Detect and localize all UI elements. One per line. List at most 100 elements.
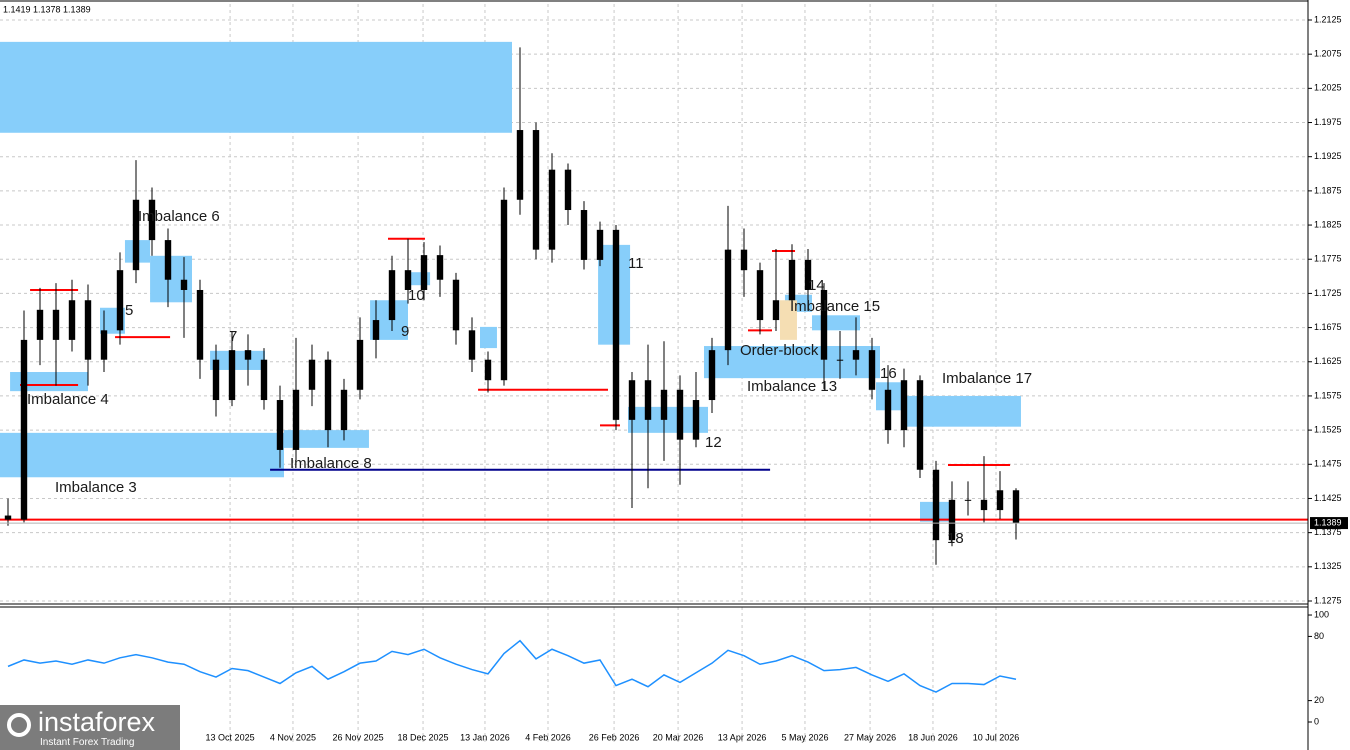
candle-body — [868, 350, 876, 390]
candle-body — [964, 499, 972, 501]
candle-body — [484, 359, 492, 381]
x-tick-label: 26 Nov 2025 — [333, 732, 384, 742]
candle-body — [500, 199, 508, 381]
x-tick-label: 4 Nov 2025 — [270, 732, 316, 742]
candle-body — [676, 389, 684, 440]
last-price-box — [1310, 517, 1348, 530]
candle-body — [180, 279, 188, 290]
candle-body — [228, 350, 236, 401]
y-tick-label: 1.1775 — [1314, 254, 1342, 264]
zone-label: 14 — [808, 277, 825, 294]
zone-label: 10 — [408, 287, 425, 304]
zone-label: 9 — [401, 323, 409, 340]
candle-body — [148, 199, 156, 241]
candle-body — [436, 255, 444, 280]
candle-body — [292, 389, 300, 450]
zone — [480, 326, 497, 349]
zone-label: 5 — [125, 302, 133, 319]
candle-body — [212, 359, 220, 401]
candle-body — [100, 330, 108, 360]
candle-body — [660, 389, 668, 420]
y-tick-label: 1.1975 — [1314, 117, 1342, 127]
candle-body — [980, 499, 988, 511]
y-tick-label: 1.1325 — [1314, 561, 1342, 571]
candle-body — [948, 499, 956, 541]
candle-body — [708, 350, 716, 401]
logo: instaforex Instant Forex Trading — [0, 705, 180, 750]
candle-body — [468, 330, 476, 360]
candle-body — [788, 259, 796, 301]
zone-label: 16 — [880, 365, 897, 382]
indicator-line — [7, 639, 1017, 693]
zone-label: Imbalance 8 — [290, 455, 372, 472]
candle-body — [900, 380, 908, 431]
y-tick-label: 1.1625 — [1314, 356, 1342, 366]
y-tick-label: 1.1275 — [1314, 595, 1342, 605]
candle-body — [564, 169, 572, 211]
y-tick-label: 1.1675 — [1314, 322, 1342, 332]
candle-body — [836, 359, 844, 361]
zone — [812, 346, 880, 366]
zone-label: 7 — [229, 328, 237, 345]
candle-body — [740, 249, 748, 271]
candle-body — [324, 359, 332, 431]
candle-body — [884, 389, 892, 431]
zone-label: 12 — [705, 434, 722, 451]
y-tick-label: 1.1375 — [1314, 527, 1342, 537]
zone-label: Imbalance 13 — [747, 378, 837, 395]
candle-body — [356, 339, 364, 390]
y-tick-label: 80 — [1314, 631, 1324, 641]
candle-body — [420, 255, 428, 290]
y-tick-label: 1.2125 — [1314, 14, 1342, 24]
zone — [904, 395, 1021, 427]
y-tick-label: 1.1925 — [1314, 151, 1342, 161]
x-tick-label: 26 Feb 2026 — [589, 732, 640, 742]
zone-label: Imbalance 6 — [138, 208, 220, 225]
x-tick-label: 18 Jun 2026 — [908, 732, 958, 742]
zone — [0, 432, 284, 478]
candle-body — [196, 289, 204, 360]
candle-body — [916, 380, 924, 470]
y-tick-label: 1.1875 — [1314, 185, 1342, 195]
zone-label: Order-block — [740, 342, 819, 359]
candle-body — [260, 359, 268, 401]
candle-body — [596, 229, 604, 260]
logo-icon — [7, 713, 31, 737]
candle-body — [628, 380, 636, 420]
candle-body — [4, 515, 12, 520]
x-tick-label: 13 Oct 2025 — [206, 732, 255, 742]
zone-label: Imbalance 3 — [55, 479, 137, 496]
zone-label: Imbalance 4 — [27, 391, 109, 408]
candle-body — [724, 249, 732, 351]
y-tick-label: 1.1525 — [1314, 424, 1342, 434]
candle-body — [132, 199, 140, 271]
y-tick-label: 100 — [1314, 609, 1329, 619]
x-tick-label: 10 Jul 2026 — [973, 732, 1020, 742]
candle-body — [372, 320, 380, 340]
candle-body — [20, 339, 28, 520]
brand-name: instaforex — [38, 707, 156, 737]
candle-body — [164, 240, 172, 280]
y-tick-label: 1.2025 — [1314, 83, 1342, 93]
candle-body — [116, 270, 124, 331]
zone — [10, 372, 88, 392]
x-tick-label: 27 May 2026 — [844, 732, 896, 742]
candle-body — [772, 300, 780, 321]
candle-body — [756, 270, 764, 321]
y-tick-label: 1.1575 — [1314, 390, 1342, 400]
zone — [812, 315, 860, 331]
zone-label: 11 — [628, 255, 644, 272]
candle-body — [308, 359, 316, 390]
zone — [210, 350, 265, 370]
zone — [0, 41, 512, 133]
candle-body — [244, 350, 252, 360]
y-tick-label: 1.1475 — [1314, 459, 1342, 469]
candle-body — [1012, 490, 1020, 524]
candle-body — [852, 350, 860, 360]
candle-body — [804, 259, 812, 290]
candle-body — [692, 400, 700, 440]
candle-body — [340, 389, 348, 431]
ohlc-label: 1.1419 1.1378 1.1389 — [3, 4, 91, 14]
candle-body — [452, 279, 460, 331]
